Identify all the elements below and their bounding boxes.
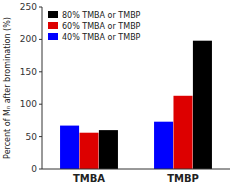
y-tick-label: 200: [20, 34, 37, 44]
y-tick-label: 250: [20, 2, 37, 12]
category-label: TMBP: [167, 173, 199, 184]
bar: [79, 133, 98, 169]
y-tick: [39, 7, 42, 8]
y-tick: [39, 104, 42, 105]
legend: 80% TMBA or TMBP 60% TMBA or TMBP 40% TMBA…: [48, 11, 141, 42]
bar: [193, 41, 212, 169]
legend-label: 80% TMBA or TMBP: [62, 11, 141, 20]
category-label: TMBA: [73, 173, 105, 184]
y-axis-label: Percent of Mₙ after bromination (%): [3, 17, 12, 159]
y-tick-label: 0: [31, 164, 37, 174]
x-axis: [42, 169, 230, 170]
legend-label: 60% TMBA or TMBP: [62, 22, 141, 31]
legend-swatch: [48, 33, 58, 40]
legend-label: 40% TMBA or TMBP: [62, 33, 141, 42]
y-tick: [39, 71, 42, 72]
y-tick: [39, 136, 42, 137]
chart: 0 50 100 150 200 250 TMBA TMBP Percent of Mₙ aft…: [0, 0, 236, 189]
y-tick: [39, 39, 42, 40]
legend-swatch: [48, 11, 58, 18]
chart-container: 0 50 100 150 200 250 TMBA TMBP Percent of Mₙ aft…: [0, 0, 236, 189]
y-tick-label: 50: [26, 132, 38, 142]
bar: [60, 126, 79, 169]
bar: [173, 96, 192, 169]
bar: [99, 130, 118, 169]
y-tick-label: 150: [20, 67, 37, 77]
y-axis: [42, 7, 43, 169]
bars: [60, 41, 212, 169]
bar: [154, 122, 173, 169]
y-tick-label: 100: [20, 99, 37, 109]
legend-swatch: [48, 22, 58, 29]
y-tick: [39, 169, 42, 170]
